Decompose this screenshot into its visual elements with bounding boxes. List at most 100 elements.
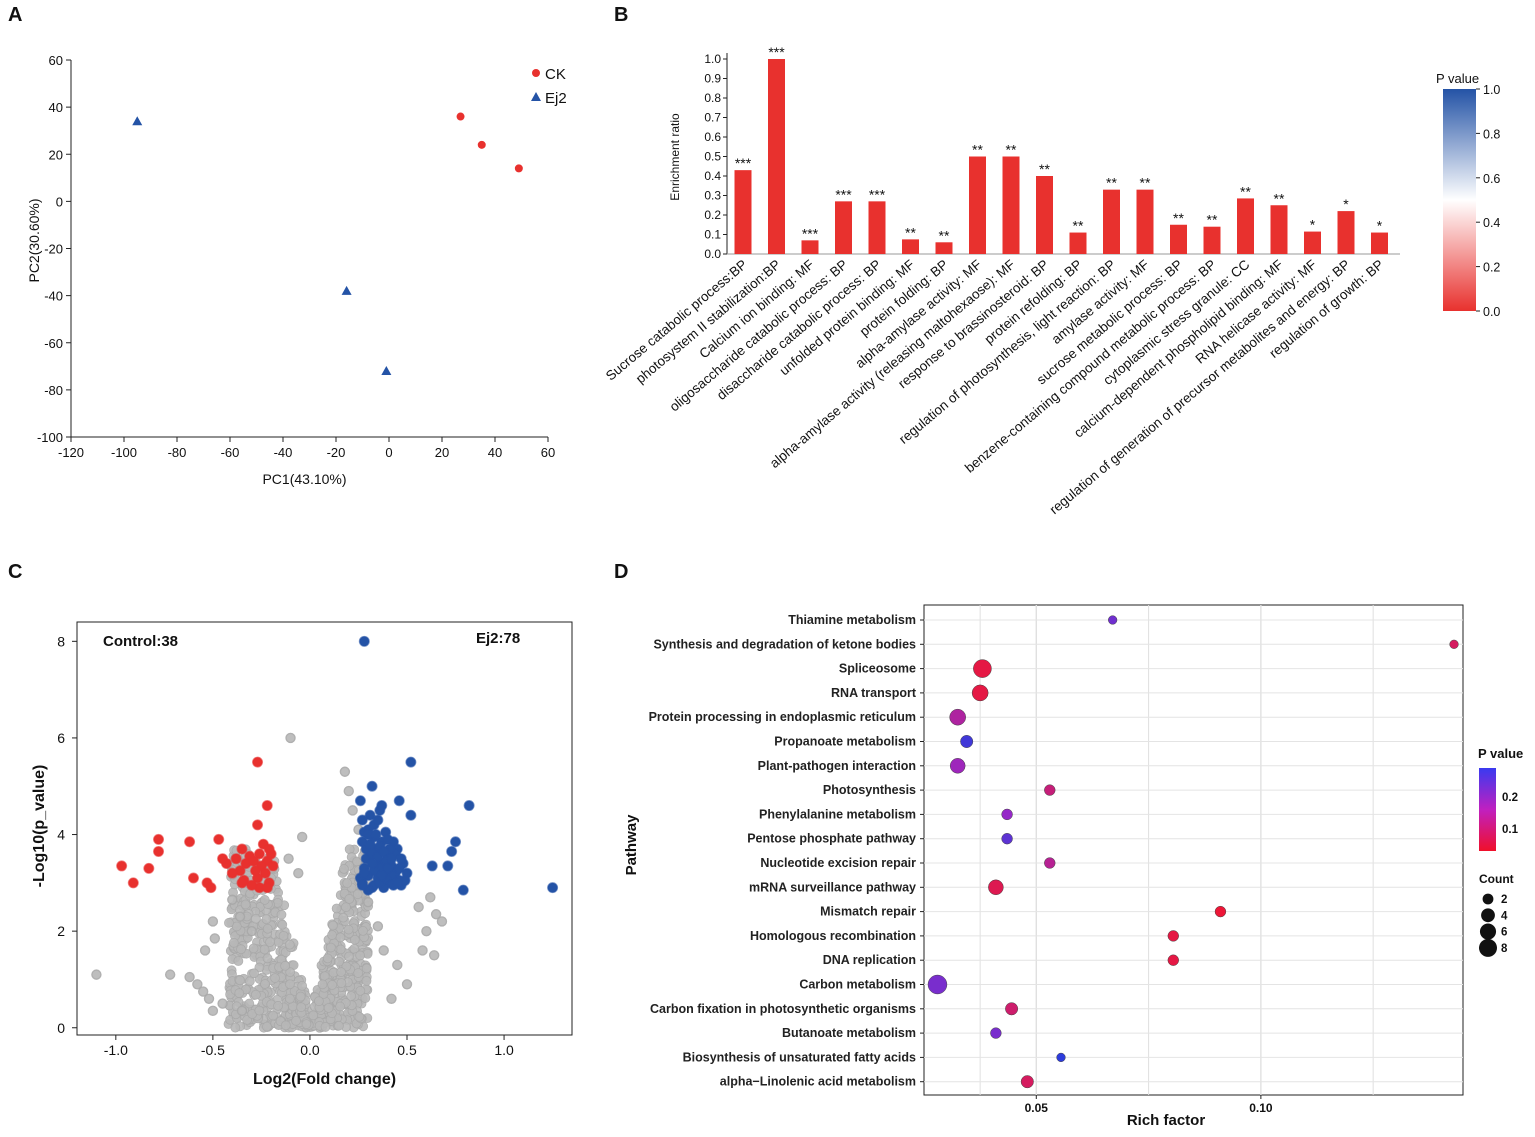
c-point-not-significant <box>280 960 291 971</box>
c-point-not-significant <box>192 979 203 990</box>
c-point-control <box>263 843 275 855</box>
panel-label-c: C <box>8 561 22 583</box>
c-point-not-significant <box>425 892 436 903</box>
c-point-not-significant <box>244 976 255 987</box>
c-point-ej2 <box>370 829 382 841</box>
c-point-control <box>253 848 265 860</box>
d-pvalue-colorbar <box>1479 768 1496 851</box>
c-point-ej2 <box>405 809 417 821</box>
c-point-not-significant <box>262 1021 272 1032</box>
c-point-not-significant <box>342 878 353 889</box>
b-significance-label: ** <box>1073 218 1084 234</box>
a-x-tick-label: -120 <box>58 445 84 460</box>
c-point-not-significant <box>235 975 245 986</box>
panel-c-volcano-chart: 0 2 4 6 8 -1.0 -0.5 0.0 0.5 1.0 Log2(Fold change) -… <box>31 621 573 1088</box>
c-point-not-significant <box>313 996 324 1007</box>
d-count-legend-label: 6 <box>1501 927 1507 939</box>
c-point-not-significant <box>296 831 308 843</box>
c-point-ej2 <box>547 882 559 894</box>
c-point-not-significant <box>228 937 239 948</box>
c-point-ej2 <box>395 853 407 865</box>
b-significance-label: * <box>1377 218 1383 234</box>
c-point-not-significant <box>248 943 259 954</box>
c-point-ej2 <box>366 780 378 792</box>
c-point-not-significant <box>270 973 280 983</box>
c-point-control <box>250 865 262 877</box>
c-point-not-significant <box>343 924 354 935</box>
c-point-control <box>213 833 225 845</box>
b-colorbar-title: P value <box>1436 71 1479 86</box>
b-bar <box>801 240 819 254</box>
c-point-not-significant <box>246 925 257 937</box>
b-bar <box>1002 156 1020 254</box>
panel-b-enrichment-chart: 0.0 0.1 0.2 0.3 0.4 0.5 0.6 0.7 0.8 0.9 1.0 Enrichm… <box>603 44 1501 517</box>
c-point-not-significant <box>362 896 374 908</box>
a-x-tick-label: 0 <box>385 445 392 460</box>
a-x-tick-label: 20 <box>435 445 449 460</box>
c-point-not-significant <box>254 1005 265 1016</box>
b-significance-label: ** <box>972 142 983 158</box>
d-count-legend-title: Count <box>1479 872 1514 886</box>
b-colorbar-tick-label: 1.0 <box>1483 83 1500 97</box>
c-point-not-significant <box>209 933 221 944</box>
c-point-control <box>116 860 128 872</box>
c-point-control <box>236 877 248 889</box>
b-colorbar-tick-label: 0.4 <box>1483 216 1500 230</box>
c-point-not-significant <box>240 899 251 910</box>
c-point-not-significant <box>285 979 295 990</box>
c-point-ej2 <box>354 795 366 807</box>
c-point-not-significant <box>361 963 372 974</box>
a-y-tick-label: -20 <box>44 242 63 257</box>
a-x-tick-label: -60 <box>221 445 240 460</box>
c-point-not-significant <box>339 766 351 777</box>
c-point-not-significant <box>336 978 347 988</box>
b-bar <box>835 201 852 254</box>
c-point-not-significant <box>293 867 304 879</box>
a-point-ck <box>456 112 465 121</box>
d-count-legend-label: 4 <box>1501 910 1508 922</box>
b-y-tick-label: 0.1 <box>704 228 721 242</box>
c-point-not-significant <box>328 920 338 931</box>
c-point-not-significant <box>265 937 275 947</box>
d-category-label: Pentose phosphate pathway <box>747 832 916 846</box>
b-significance-label: ** <box>1006 142 1017 158</box>
c-point-not-significant <box>284 939 295 950</box>
d-category-label: Spliceosome <box>839 662 916 676</box>
d-bubble <box>1449 639 1459 649</box>
c-point-control <box>267 860 279 872</box>
b-colorbar-tick-label: 0.0 <box>1483 305 1500 319</box>
c-point-ej2 <box>442 860 454 872</box>
panel-label-d: D <box>614 561 628 583</box>
a-legend-marker-ck <box>532 69 540 77</box>
d-x-axis-label: Rich factor <box>1127 1112 1206 1129</box>
c-point-ej2 <box>382 833 394 845</box>
b-significance-label: ** <box>1274 190 1285 206</box>
b-significance-label: *** <box>869 186 886 202</box>
c-x-tick-label: 0.5 <box>397 1042 417 1058</box>
c-point-ej2 <box>372 814 384 826</box>
c-point-not-significant <box>344 951 354 962</box>
c-y-tick-label: 0 <box>57 1020 65 1036</box>
d-category-label: Protein processing in endoplasmic reticu… <box>649 710 916 724</box>
c-annotation-ej2: Ej2:78 <box>476 630 520 647</box>
c-point-not-significant <box>249 968 259 979</box>
d-bubble <box>960 735 974 748</box>
c-point-control <box>252 819 264 831</box>
d-pvalue-tick-label: 0.1 <box>1502 824 1519 836</box>
c-y-tick-label: 8 <box>57 633 65 649</box>
c-point-ej2 <box>376 800 388 812</box>
c-point-not-significant <box>386 993 397 1004</box>
a-point-ej2 <box>381 366 392 376</box>
c-point-not-significant <box>355 985 366 996</box>
c-point-control <box>184 836 196 848</box>
a-x-tick-label: -100 <box>111 445 137 460</box>
b-y-tick-label: 0.7 <box>704 111 721 125</box>
c-point-ej2 <box>382 862 394 874</box>
d-plot-frame <box>923 604 1464 1096</box>
c-point-not-significant <box>207 1005 219 1017</box>
c-point-ej2 <box>356 814 368 826</box>
d-category-label: Homologous recombination <box>750 929 916 943</box>
d-bubble <box>927 974 948 995</box>
d-category-label: Photosynthesis <box>823 783 916 797</box>
d-count-legend-bubble <box>1482 893 1494 905</box>
